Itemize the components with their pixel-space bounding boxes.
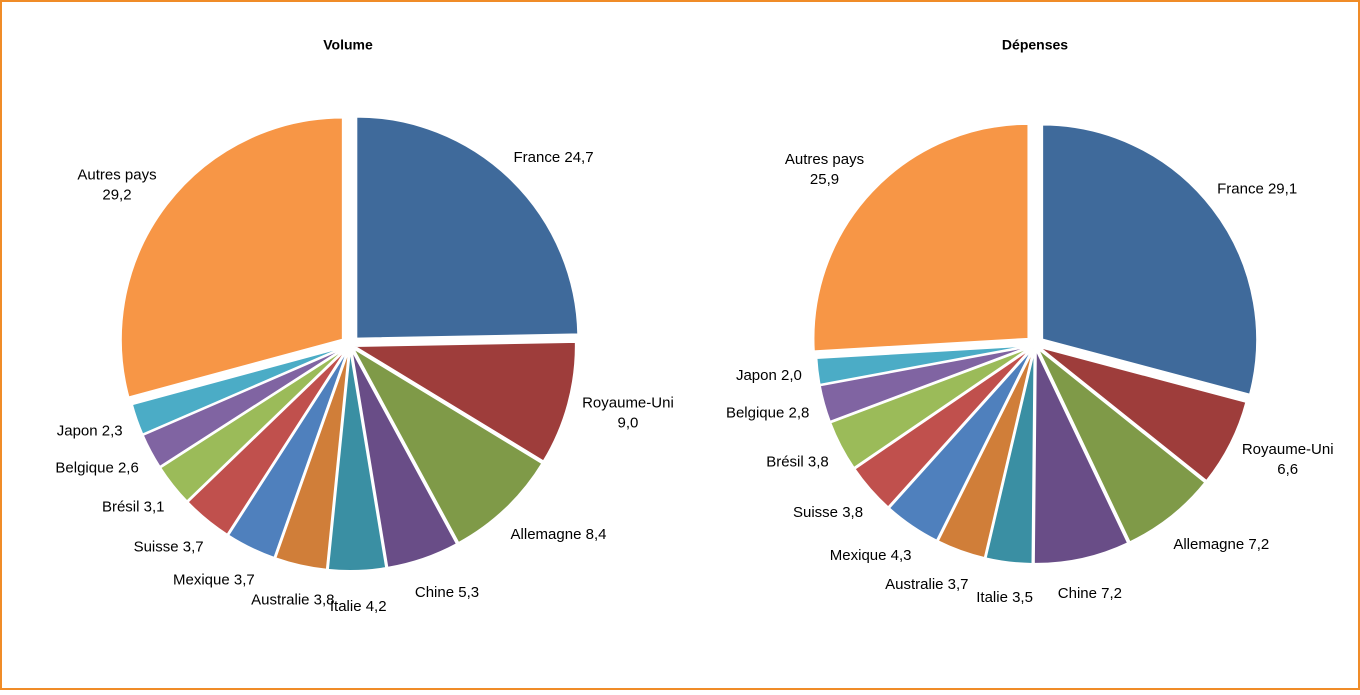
pie-slice bbox=[1041, 123, 1259, 396]
slice-label: Autres pays bbox=[785, 151, 864, 168]
slice-label: Autres pays bbox=[77, 167, 156, 184]
slice-category: Suisse bbox=[134, 538, 179, 555]
pie-slice bbox=[812, 122, 1030, 353]
slice-category: Brésil bbox=[102, 498, 140, 515]
slice-value-label: 4,3 bbox=[891, 547, 912, 564]
slice-value-label: 2,6 bbox=[118, 459, 139, 476]
pie-slice bbox=[1037, 345, 1248, 483]
slice-label: Chine 5,3 bbox=[415, 584, 479, 601]
slice-value-label: 3,7 bbox=[234, 571, 255, 588]
slice-value-label: 25,9 bbox=[810, 171, 839, 188]
pie-slice bbox=[1032, 348, 1130, 565]
slice-label: Belgique 2,6 bbox=[55, 459, 138, 476]
chart-title: Dépenses bbox=[1002, 37, 1068, 53]
slice-value-label: 7,2 bbox=[1101, 585, 1122, 602]
slice-value-label: 4,2 bbox=[366, 598, 387, 615]
slice-value-label: 2,0 bbox=[781, 367, 802, 384]
slice-label: Suisse 3,8 bbox=[793, 504, 863, 521]
pie-slice bbox=[350, 340, 577, 463]
slice-category: Italie bbox=[330, 598, 362, 615]
slice-value-label: 7,2 bbox=[1248, 536, 1269, 553]
slice-label: Italie 3,5 bbox=[976, 589, 1033, 606]
slice-label: Japon 2,0 bbox=[736, 367, 802, 384]
chart-title: Volume bbox=[323, 37, 373, 53]
slice-value-label: 9,0 bbox=[618, 414, 639, 431]
slice-category: Japon bbox=[57, 422, 98, 439]
slice-value-label: 5,3 bbox=[458, 584, 479, 601]
slice-value-label: 24,7 bbox=[564, 149, 593, 166]
slice-value-label: 3,7 bbox=[948, 576, 969, 593]
slice-value-label: 3,5 bbox=[1012, 589, 1033, 606]
slice-label: Brésil 3,1 bbox=[102, 498, 165, 515]
slice-value-label: 29,1 bbox=[1268, 180, 1297, 197]
slice-value-label: 3,7 bbox=[183, 538, 204, 555]
slice-label: France 29,1 bbox=[1217, 180, 1297, 197]
slice-value-label: 3,8 bbox=[842, 504, 863, 521]
slice-label: France 24,7 bbox=[514, 149, 594, 166]
slice-category: France bbox=[1217, 180, 1264, 197]
pie-slice bbox=[355, 115, 580, 340]
slice-value-label: 3,1 bbox=[144, 498, 165, 515]
pie-slice bbox=[936, 348, 1035, 560]
slice-label: Allemagne 8,4 bbox=[511, 526, 607, 543]
slice-category: Australie bbox=[885, 576, 943, 593]
slice-category: Chine bbox=[415, 584, 454, 601]
slice-value-label: 3,8 bbox=[808, 454, 829, 471]
pie-slice bbox=[119, 116, 344, 399]
slice-label: Italie 4,2 bbox=[330, 598, 387, 615]
slice-category: Belgique bbox=[55, 459, 113, 476]
pie-slice bbox=[815, 344, 1032, 386]
slice-category: France bbox=[514, 149, 561, 166]
slice-category: Chine bbox=[1058, 585, 1097, 602]
slice-label: Australie 3,7 bbox=[885, 576, 968, 593]
slice-value-label: 29,2 bbox=[102, 187, 131, 204]
slice-label: Mexique 3,7 bbox=[173, 571, 255, 588]
slice-label: Royaume-Uni bbox=[582, 394, 674, 411]
slice-label: Belgique 2,8 bbox=[726, 404, 809, 421]
slice-label: Allemagne 7,2 bbox=[1173, 536, 1269, 553]
slice-value-label: 2,8 bbox=[789, 404, 810, 421]
slice-label: Mexique 4,3 bbox=[830, 547, 912, 564]
slice-label: Chine 7,2 bbox=[1058, 585, 1122, 602]
slice-category: Mexique bbox=[830, 547, 887, 564]
slice-label: Suisse 3,7 bbox=[134, 538, 204, 555]
slice-category: Allemagne bbox=[511, 526, 582, 543]
slice-label: Royaume-Uni bbox=[1242, 441, 1334, 458]
pie-slice bbox=[130, 345, 347, 436]
slice-value-label: 6,6 bbox=[1277, 461, 1298, 478]
slice-category: Mexique bbox=[173, 571, 230, 588]
pie-slice bbox=[350, 348, 459, 569]
slice-value-label: 2,3 bbox=[102, 422, 123, 439]
slice-value-label: 8,4 bbox=[586, 526, 607, 543]
slice-category: Brésil bbox=[766, 454, 804, 471]
slice-label: Brésil 3,8 bbox=[766, 454, 829, 471]
pie-slice bbox=[1036, 347, 1207, 544]
slice-value-label: 3,8 bbox=[314, 592, 335, 609]
pie-slice bbox=[887, 347, 1034, 543]
pie-slice bbox=[326, 348, 388, 572]
slice-label: Japon 2,3 bbox=[57, 422, 123, 439]
slice-category: Allemagne bbox=[1173, 536, 1244, 553]
pie-slice bbox=[350, 345, 544, 545]
slice-category: Italie bbox=[976, 589, 1008, 606]
slice-label: Australie 3,8 bbox=[251, 592, 334, 609]
slice-category: Suisse bbox=[793, 504, 838, 521]
slice-category: Japon bbox=[736, 367, 777, 384]
slice-category: Belgique bbox=[726, 404, 784, 421]
slice-category: Australie bbox=[251, 592, 309, 609]
